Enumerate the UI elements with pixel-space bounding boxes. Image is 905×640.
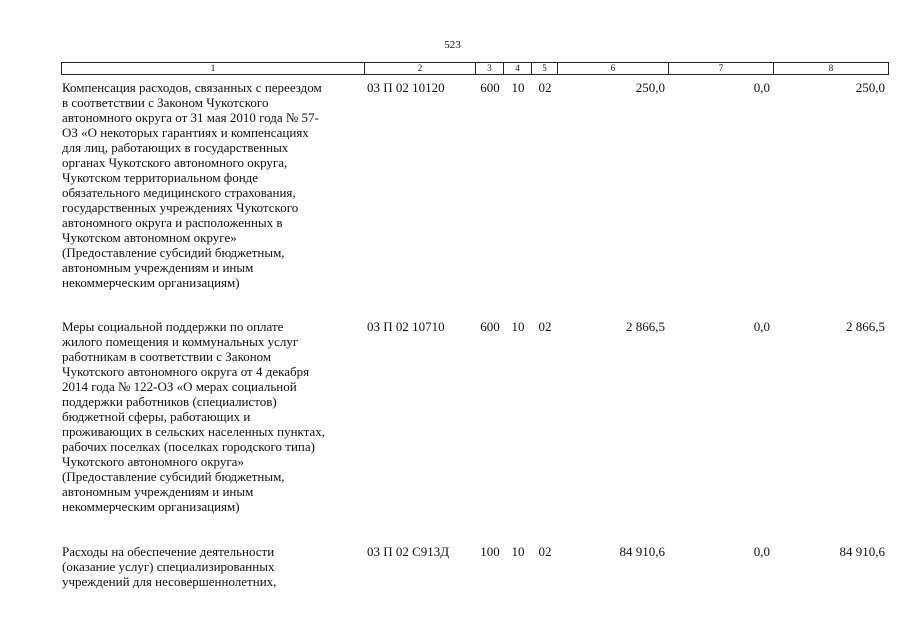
- table-cell: 03 П 02 10120: [367, 80, 445, 95]
- header-cell: 2: [364, 62, 476, 75]
- table-cell: 02: [538, 319, 552, 334]
- description-line: бюджетной сферы, работающих и: [62, 409, 251, 424]
- description-line: автономным учреждениям и иным: [62, 260, 254, 275]
- table-cell: 03 П 02 С913Д: [367, 544, 450, 559]
- description-line: органах Чукотского автономного округа,: [62, 155, 288, 170]
- table-cell: 0,0: [753, 544, 770, 559]
- description-line: 2014 года № 122-ОЗ «О мерах социальной: [62, 379, 297, 394]
- description-line: Чукотского автономного округа от 4 декаб…: [62, 364, 310, 379]
- description-line: в соответствии с Законом Чукотского: [62, 95, 269, 110]
- description-line: некоммерческим организациям): [62, 275, 240, 290]
- description-line: жилого помещения и коммунальных услуг: [62, 334, 299, 349]
- table-cell: 2 866,5: [626, 319, 665, 334]
- table-cell: 600: [480, 80, 500, 95]
- header-cell: 7: [668, 62, 774, 75]
- description-line: учреждений для несовершеннолетних,: [62, 574, 277, 589]
- table-cell: 2 866,5: [846, 319, 885, 334]
- description-line: проживающих в сельских населенных пункта…: [62, 424, 326, 439]
- header-cell: 6: [557, 62, 669, 75]
- description-line: некоммерческим организациям): [62, 499, 240, 514]
- description-line: Чукотском автономном округе»: [62, 230, 237, 245]
- description-line: рабочих поселках (поселках городского ти…: [62, 439, 315, 454]
- table-cell: 84 910,6: [619, 544, 666, 559]
- description-line: для лиц, работающих в государственных: [62, 140, 289, 155]
- description-line: автономного округа от 31 мая 2010 года №…: [62, 110, 319, 125]
- header-cell: 4: [503, 62, 532, 75]
- table-cell: 10: [511, 319, 525, 334]
- table-cell: 10: [511, 80, 525, 95]
- description-line: государственных учреждениях Чукотского: [62, 200, 299, 215]
- header-cell: 5: [531, 62, 558, 75]
- description-line: Чукотском территориальном фонде: [62, 170, 259, 185]
- table-cell: 02: [538, 544, 552, 559]
- table-cell: 100: [480, 544, 500, 559]
- description-line: (Предоставление субсидий бюджетным,: [62, 245, 285, 260]
- page-number: 523: [444, 39, 461, 51]
- description-line: Меры социальной поддержки по оплате: [62, 319, 284, 334]
- header-cell: 1: [61, 62, 365, 75]
- table-cell: 84 910,6: [839, 544, 886, 559]
- description-line: (Предоставление субсидий бюджетным,: [62, 469, 285, 484]
- table-cell: 03 П 02 10710: [367, 319, 445, 334]
- header-cell: 3: [475, 62, 504, 75]
- table-cell: 10: [511, 544, 525, 559]
- table-cell: 0,0: [753, 80, 770, 95]
- description-line: автономным учреждениям и иным: [62, 484, 254, 499]
- description-line: обязательного медицинского страхования,: [62, 185, 296, 200]
- table-cell: 250,0: [635, 80, 665, 95]
- table-cell: 250,0: [855, 80, 885, 95]
- header-cell: 8: [773, 62, 889, 75]
- description-line: автономного округа и расположенных в: [62, 215, 283, 230]
- table-cell: 0,0: [753, 319, 770, 334]
- description-line: Расходы на обеспечение деятельности: [62, 544, 275, 559]
- description-line: Чукотского автономного округа»: [62, 454, 244, 469]
- table-cell: 600: [480, 319, 500, 334]
- description-line: поддержки работников (специалистов): [62, 394, 277, 409]
- description-line: ОЗ «О некоторых гарантиях и компенсациях: [62, 125, 309, 140]
- table-cell: 02: [538, 80, 552, 95]
- description-line: работникам в соответствии с Законом: [62, 349, 272, 364]
- description-line: (оказание услуг) специализированных: [62, 559, 275, 574]
- description-line: Компенсация расходов, связанных с переез…: [62, 80, 322, 95]
